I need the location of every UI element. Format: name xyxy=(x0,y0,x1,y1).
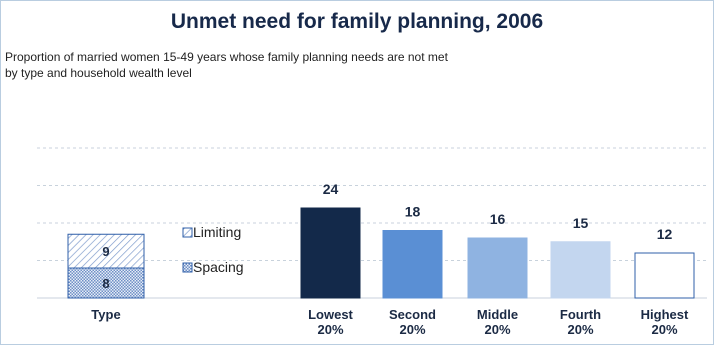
category-sublabel-highest: 20% xyxy=(651,322,677,337)
category-label-fourth: Fourth xyxy=(560,307,601,322)
category-label-lowest: Lowest xyxy=(308,307,353,322)
legend-label-limiting: Limiting xyxy=(193,224,241,240)
labels: 89TypeLimitingSpacing24Lowest20%18Second… xyxy=(91,181,689,337)
bar-value-lowest: 24 xyxy=(323,181,339,197)
subtitle-line-1: Proportion of married women 15-49 years … xyxy=(5,50,448,64)
bars xyxy=(67,207,695,299)
subtitle-line-2: by type and household wealth level xyxy=(5,66,192,80)
type-bar-value-limiting: 9 xyxy=(102,244,109,259)
bar-value-middle: 16 xyxy=(490,211,506,227)
category-label-highest: Highest xyxy=(641,307,689,322)
category-label-middle: Middle xyxy=(477,307,518,322)
bar-highest xyxy=(634,252,695,299)
bar-lowest xyxy=(300,207,361,299)
bar-value-second: 18 xyxy=(405,204,421,220)
category-sublabel-fourth: 20% xyxy=(567,322,593,337)
bar-second xyxy=(382,230,443,299)
chart-subtitle: Proportion of married women 15-49 years … xyxy=(5,49,605,81)
type-bar-value-spacing: 8 xyxy=(102,276,109,291)
type-bar-label: Type xyxy=(91,307,120,322)
bar-middle xyxy=(467,237,528,299)
bar-value-fourth: 15 xyxy=(573,215,589,231)
chart-title: Unmet need for family planning, 2006 xyxy=(170,10,544,33)
legend-label-spacing: Spacing xyxy=(193,259,244,275)
legend-swatch-limiting xyxy=(182,227,193,238)
category-sublabel-second: 20% xyxy=(399,322,425,337)
category-label-second: Second xyxy=(389,307,436,322)
type-bar-segment-limiting xyxy=(67,233,145,269)
legend-swatch-spacing xyxy=(182,262,193,273)
bar-fourth xyxy=(550,241,611,299)
category-sublabel-lowest: 20% xyxy=(317,322,343,337)
bar-value-highest: 12 xyxy=(657,226,673,242)
category-sublabel-middle: 20% xyxy=(484,322,510,337)
